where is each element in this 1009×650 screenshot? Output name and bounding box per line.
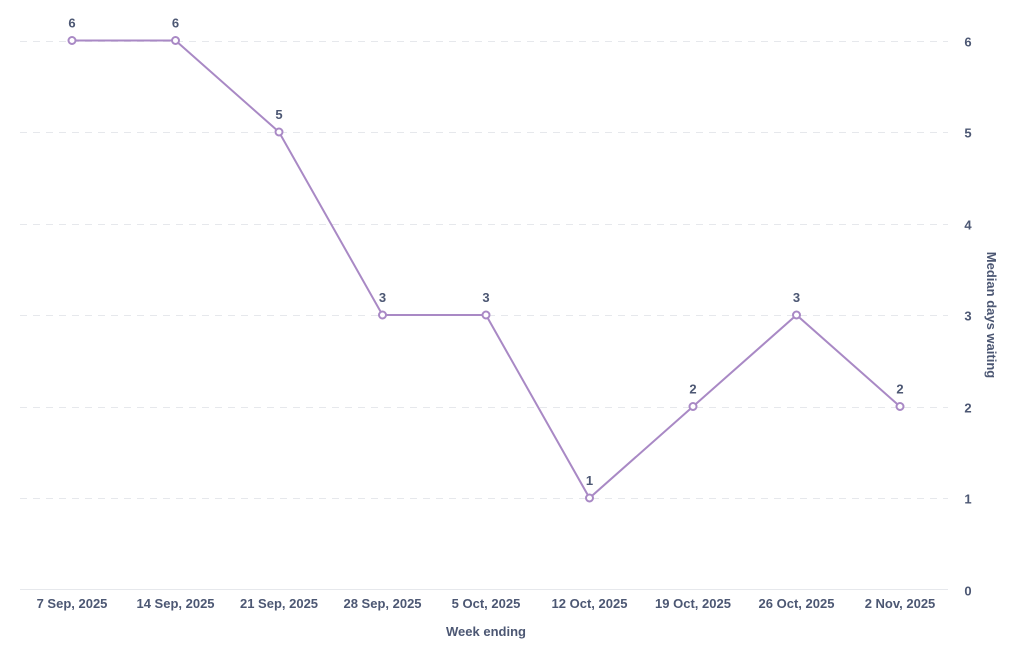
y-tick-label: 5 xyxy=(964,126,971,141)
data-point[interactable] xyxy=(67,36,77,45)
data-point[interactable] xyxy=(274,127,284,137)
data-point[interactable] xyxy=(895,402,905,411)
data-label: 2 xyxy=(896,382,903,397)
y-tick-label: 3 xyxy=(964,309,971,324)
data-points xyxy=(67,36,905,503)
data-label: 1 xyxy=(586,473,593,488)
y-tick-label: 1 xyxy=(964,492,971,507)
x-tick-label: 19 Oct, 2025 xyxy=(655,596,731,611)
data-point[interactable] xyxy=(688,402,698,411)
data-label: 2 xyxy=(689,382,696,397)
data-point[interactable] xyxy=(481,310,491,320)
x-tick-label: 26 Oct, 2025 xyxy=(759,596,835,611)
data-point[interactable] xyxy=(171,36,180,45)
x-tick-label: 28 Sep, 2025 xyxy=(343,596,421,611)
x-tick-label: 5 Oct, 2025 xyxy=(452,596,521,611)
y-axis-title: Median days waiting xyxy=(984,252,999,378)
y-tick-label: 2 xyxy=(964,401,971,416)
y-tick-label: 0 xyxy=(964,584,971,599)
y-tick-label: 4 xyxy=(964,218,972,233)
data-label: 6 xyxy=(68,16,75,31)
x-tick-label: 12 Oct, 2025 xyxy=(552,596,628,611)
data-point[interactable] xyxy=(585,493,594,503)
data-point[interactable] xyxy=(378,310,387,320)
x-tick-label: 2 Nov, 2025 xyxy=(865,596,936,611)
data-labels: 6 6 5 3 3 1 2 3 2 xyxy=(68,16,903,489)
x-tick-label: 21 Sep, 2025 xyxy=(240,596,318,611)
data-label: 3 xyxy=(379,290,386,305)
x-tick-label: 14 Sep, 2025 xyxy=(136,596,214,611)
x-tick-label: 7 Sep, 2025 xyxy=(37,596,108,611)
y-tick-label: 6 xyxy=(964,35,971,50)
data-label: 3 xyxy=(482,290,489,305)
y-axis-ticks: 0 1 2 3 4 5 6 xyxy=(964,35,972,599)
x-axis-ticks: 7 Sep, 2025 14 Sep, 2025 21 Sep, 2025 28 Se… xyxy=(37,596,936,611)
series-line xyxy=(72,39,901,500)
grid-lines xyxy=(20,41,948,499)
data-label: 6 xyxy=(172,16,179,31)
data-label: 5 xyxy=(275,107,282,122)
x-axis-title: Week ending xyxy=(446,624,526,639)
data-point[interactable] xyxy=(792,310,801,320)
data-label: 3 xyxy=(793,290,800,305)
